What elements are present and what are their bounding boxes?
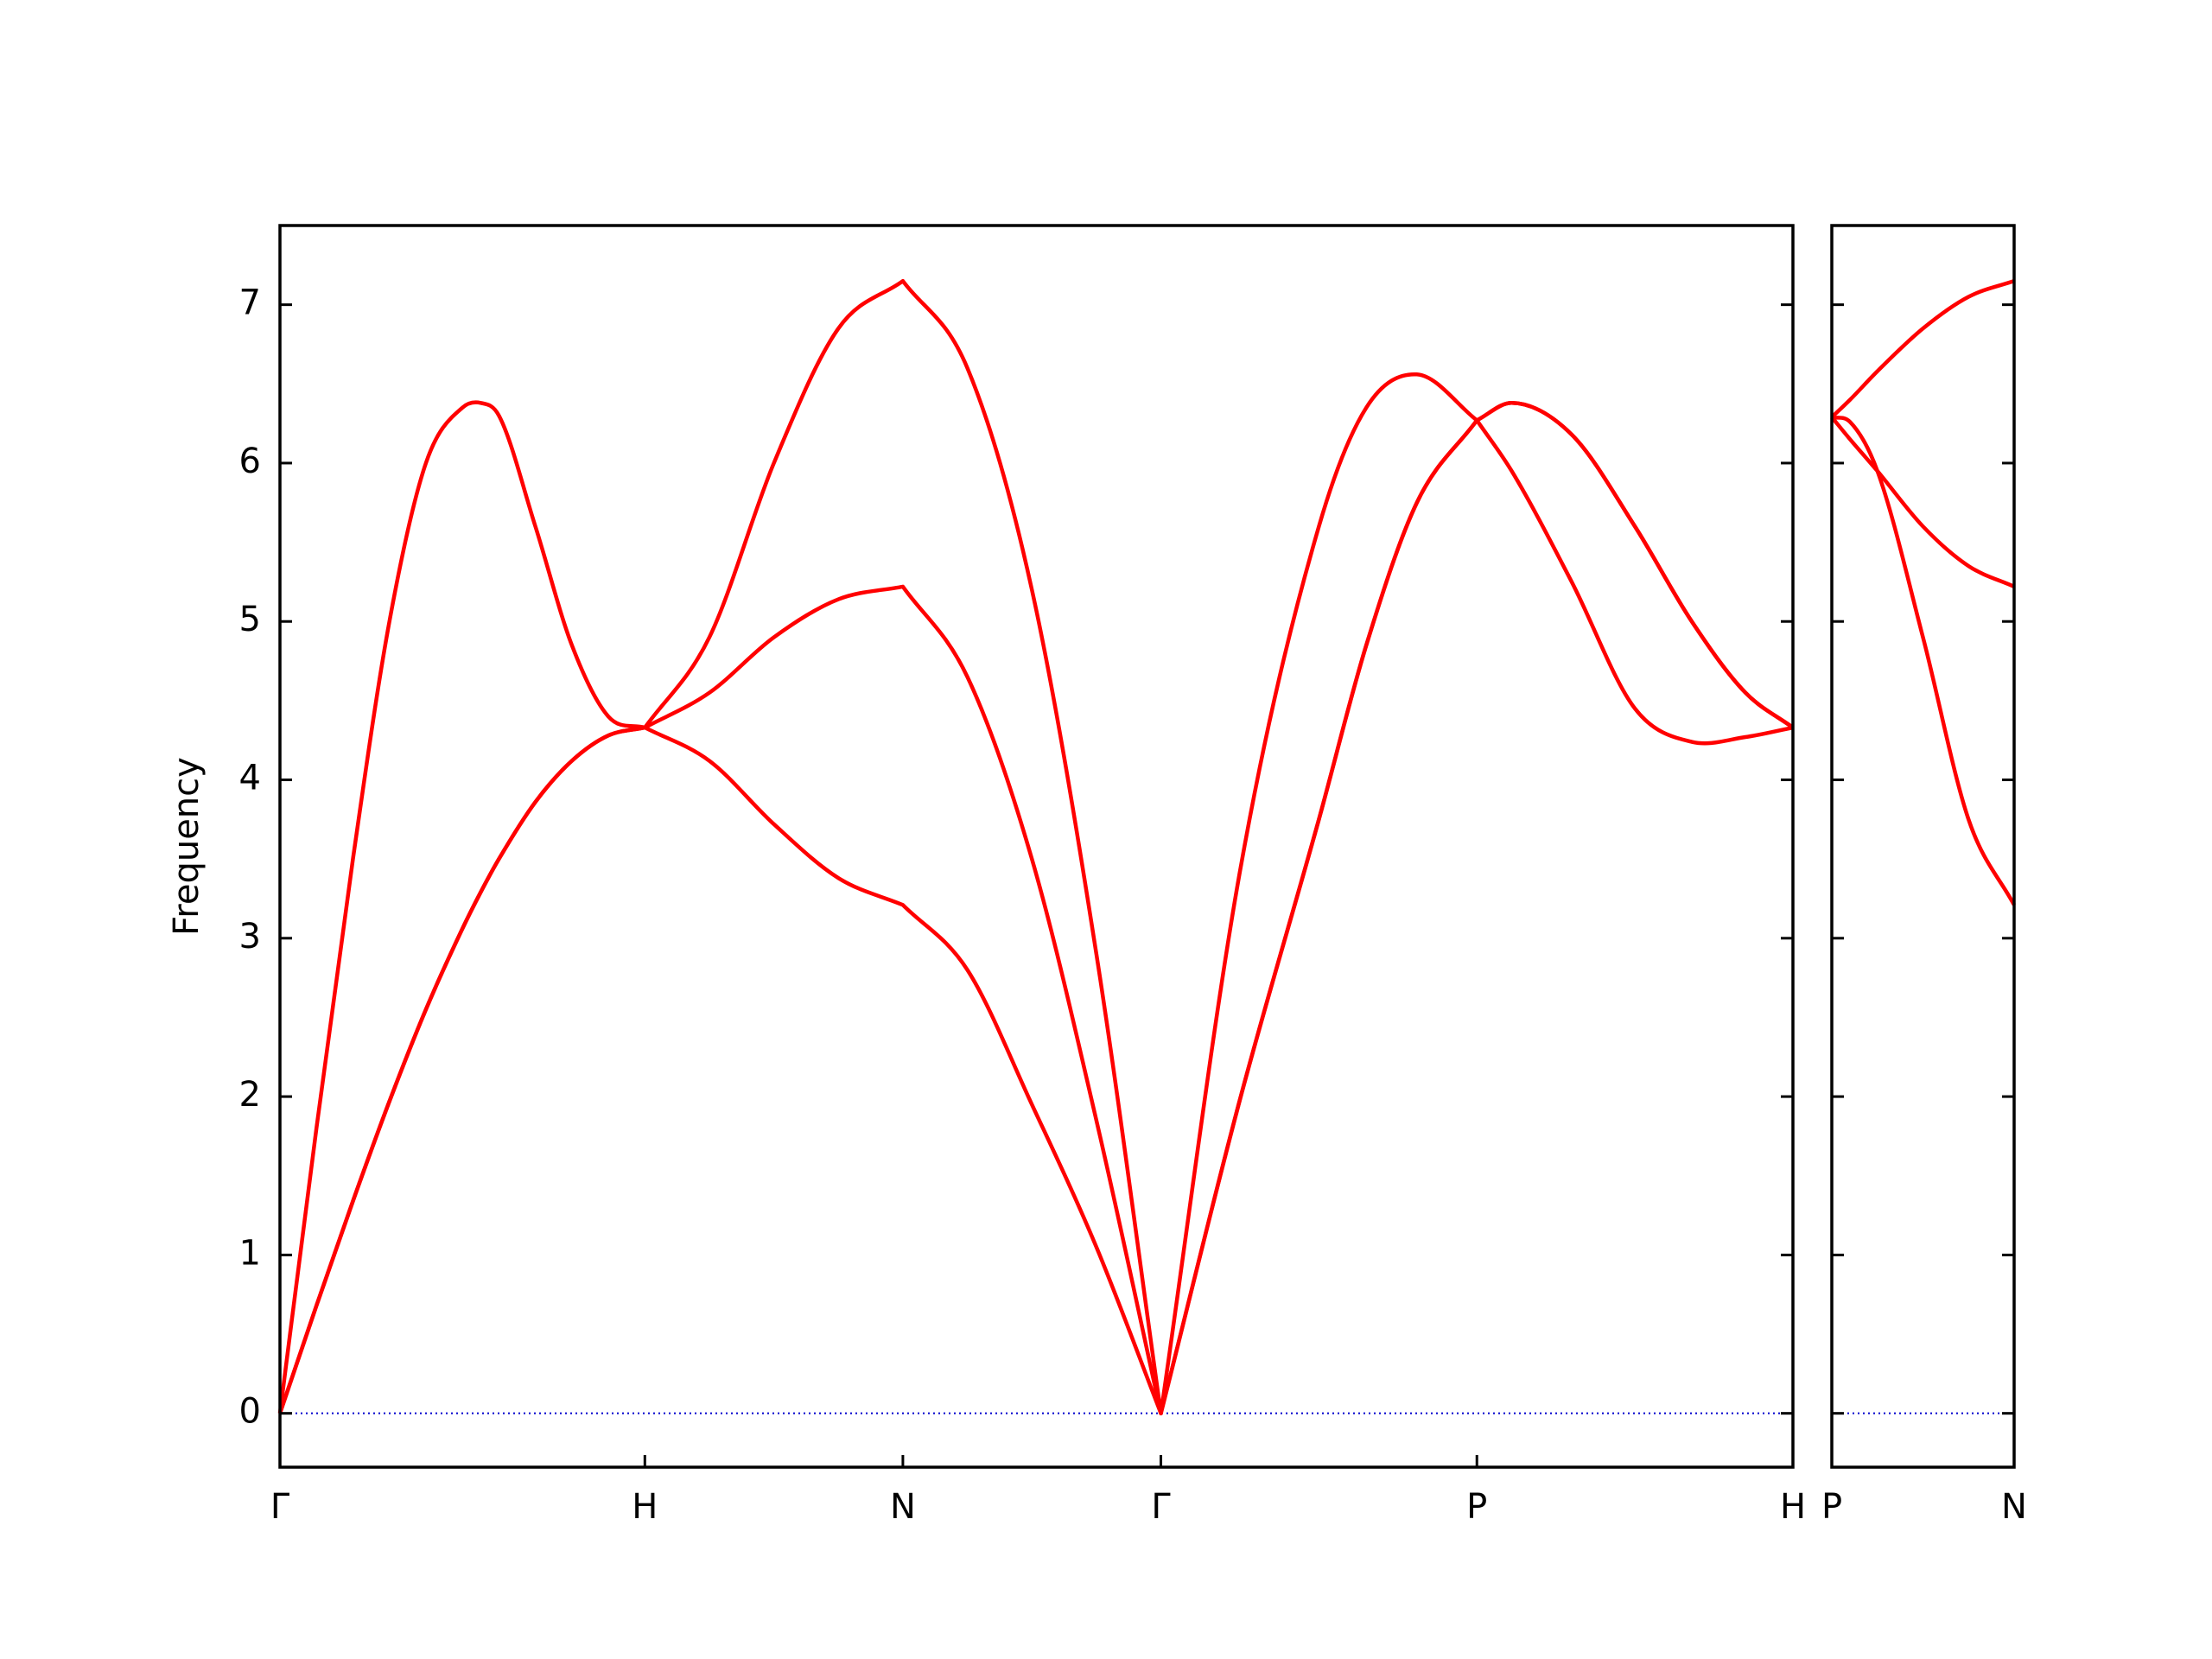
x-tick-label: Γ	[270, 1487, 290, 1527]
y-tick-label: 1	[239, 1233, 261, 1273]
y-tick-label: 7	[239, 283, 261, 323]
plot-frame	[278, 224, 1795, 1469]
y-tick-label: 4	[239, 759, 261, 798]
x-tick-label: H	[1780, 1487, 1806, 1527]
y-tick-label: 2	[239, 1075, 261, 1115]
band-line	[1831, 415, 2016, 906]
band-line	[1830, 416, 2015, 588]
plot-frame	[1830, 224, 2016, 1469]
x-tick-label: N	[2001, 1487, 2027, 1527]
band-line	[277, 401, 1795, 1415]
y-tick-label: 6	[239, 442, 261, 481]
y-axis-label: Frequency	[167, 757, 207, 936]
band-line	[277, 278, 1794, 1415]
x-tick-label: P	[1821, 1487, 1842, 1527]
band-line	[1830, 279, 2015, 419]
y-tick-label: 0	[239, 1392, 261, 1432]
x-tick-label: P	[1466, 1487, 1487, 1527]
y-tick-label: 3	[239, 917, 261, 957]
x-tick-label: N	[890, 1487, 916, 1527]
y-tick-label: 5	[239, 600, 261, 639]
x-tick-label: Γ	[1151, 1487, 1171, 1527]
x-tick-label: H	[632, 1487, 658, 1527]
